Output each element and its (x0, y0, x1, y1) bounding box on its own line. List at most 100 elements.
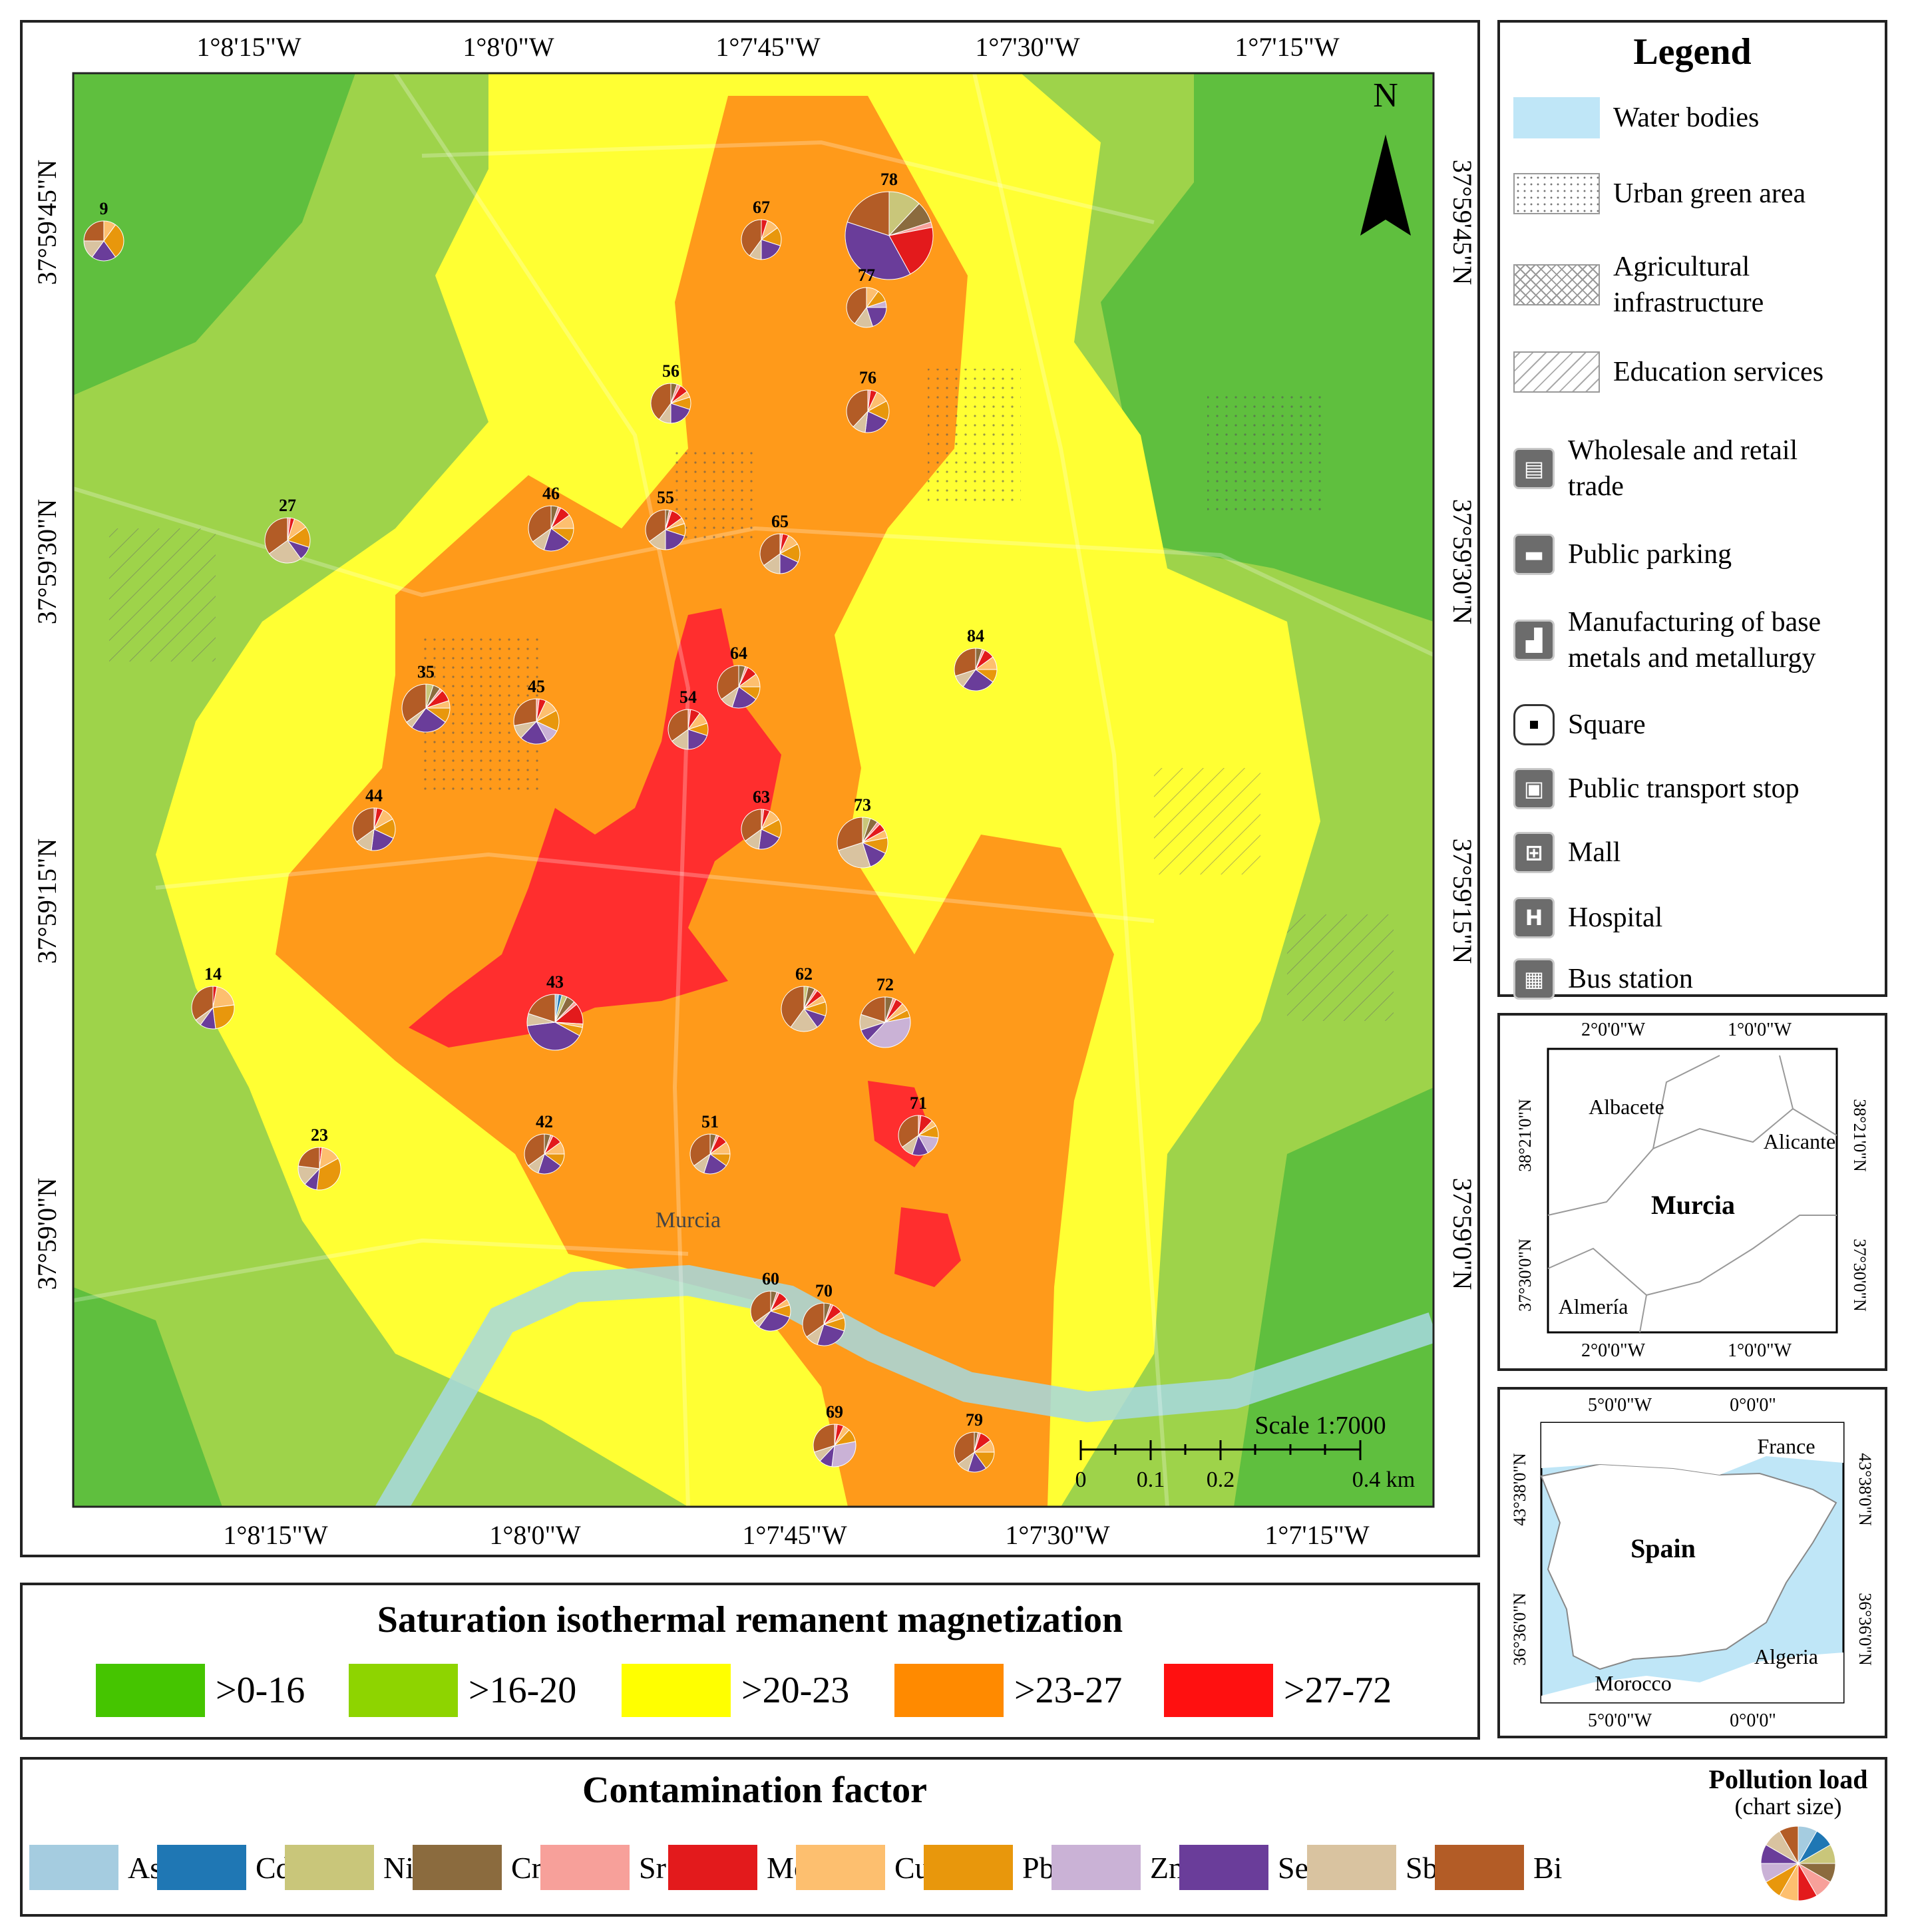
cf-swatch (157, 1845, 246, 1890)
pie-slice-cu (212, 986, 235, 1008)
top-lon-1: 1°8'15"W (196, 32, 301, 62)
cf-swatch (1307, 1845, 1396, 1890)
pie-slice-bi (954, 648, 976, 677)
sample-pie-51[interactable]: 51 (689, 1112, 731, 1175)
sample-pie-46[interactable]: 46 (528, 484, 574, 552)
sample-label-73: 73 (854, 795, 871, 815)
sample-pie-54[interactable]: 54 (667, 687, 709, 750)
svg-text:Scale 1:7000: Scale 1:7000 (1254, 1412, 1386, 1440)
pie-slice-bi (954, 1432, 975, 1465)
sample-pie-43[interactable]: 43 (526, 972, 584, 1051)
pie-slice-bi (667, 709, 689, 742)
pie-slice-pb (103, 224, 124, 258)
sample-pie-14[interactable]: 14 (191, 964, 235, 1030)
sirm-class-2: >16-20 (349, 1664, 576, 1717)
pollution-load-sample-pie (1760, 1826, 1836, 1901)
pie-slice-se (520, 721, 548, 745)
place-label-murcia: Murcia (656, 1208, 721, 1233)
top-lon-2: 1°8'0"W (463, 32, 554, 62)
sample-pie-45[interactable]: 45 (513, 677, 560, 745)
sample-pie-42[interactable]: 42 (524, 1112, 565, 1175)
pollution-load-title: Pollution load (1708, 1764, 1868, 1794)
legend-item-mall: ⊞ Mall (1513, 832, 1620, 873)
main-map[interactable]: 1°8'15"W 1°8'0"W 1°7'45"W 1°7'30"W 1°7'1… (23, 23, 1477, 1555)
sample-pie-9[interactable]: 9 (83, 199, 124, 262)
sample-pie-27[interactable]: 27 (264, 496, 311, 564)
bus-station-icon: ▦ (1513, 958, 1555, 1000)
sample-pie-79[interactable]: 79 (954, 1410, 995, 1473)
left-lat-4: 37°59'0"N (32, 1178, 62, 1290)
sample-pie-56[interactable]: 56 (650, 361, 691, 424)
square-icon (1513, 704, 1555, 745)
sample-pie-73[interactable]: 73 (837, 795, 888, 869)
cf-swatch (29, 1845, 118, 1890)
sample-pie-23[interactable]: 23 (297, 1125, 341, 1191)
pie-slice-sb (790, 1008, 818, 1032)
pie-slice-sb (838, 842, 871, 869)
sample-pie-charts[interactable]: 9 67 78 77 56 76 27 46 55 65 84 35 45 54 64 44 63 73 14 43 6… (83, 170, 998, 1473)
pie-slice-zn (867, 1017, 911, 1048)
label-morocco: Morocco (1595, 1671, 1672, 1695)
cf-element-se: Se (1179, 1845, 1308, 1890)
pie-slice-bi (528, 994, 556, 1023)
sample-pie-69[interactable]: 69 (813, 1402, 857, 1467)
label-albacete: Albacete (1589, 1095, 1664, 1119)
sample-pie-78[interactable]: 78 (845, 170, 934, 280)
scale-bar: Scale 1:7000 0 0.1 0.2 0.4 km (1075, 1412, 1416, 1492)
pollution-load-pie[interactable] (1760, 1826, 1836, 1901)
pie-slice-bi (524, 1133, 545, 1167)
label-murcia: Murcia (1651, 1190, 1735, 1220)
sample-label-43: 43 (546, 972, 564, 992)
pie-slice-bi (645, 509, 666, 542)
sample-pie-65[interactable]: 65 (759, 512, 801, 574)
pie-slice-se (866, 307, 887, 327)
svg-text:0.2: 0.2 (1207, 1467, 1235, 1492)
pie-slice-bi (352, 807, 375, 843)
cf-label: Sr (639, 1850, 666, 1885)
sample-pie-84[interactable]: 84 (954, 626, 998, 691)
pie-slice-se (687, 729, 708, 750)
pollution-load-legend: Pollution load (chart size) (1698, 1764, 1878, 1820)
svg-text:38°21'0"N: 38°21'0"N (1515, 1099, 1535, 1172)
svg-text:38°21'0"N: 38°21'0"N (1850, 1099, 1869, 1172)
pie-slice-se (864, 411, 888, 433)
sample-label-65: 65 (771, 512, 789, 531)
sample-pie-60[interactable]: 60 (750, 1269, 791, 1332)
sample-pie-72[interactable]: 72 (859, 975, 911, 1048)
sample-pie-62[interactable]: 62 (781, 964, 827, 1032)
left-lat-3: 37°59'15"N (32, 839, 62, 964)
main-map-frame: 1°8'15"W 1°8'0"W 1°7'45"W 1°7'30"W 1°7'1… (20, 20, 1480, 1557)
sample-label-67: 67 (753, 198, 770, 217)
right-lat-1: 37°59'45"N (1447, 160, 1477, 285)
sample-label-69: 69 (826, 1402, 843, 1422)
cf-label: Se (1278, 1850, 1308, 1885)
sirm-class-red-small-2 (894, 1207, 961, 1287)
pie-slice-bi (898, 1115, 919, 1148)
sample-pie-70[interactable]: 70 (802, 1281, 846, 1346)
sample-pie-44[interactable]: 44 (352, 786, 396, 851)
sample-pie-67[interactable]: 67 (741, 198, 782, 260)
crosshatch-swatch (1513, 264, 1600, 305)
sample-pie-64[interactable]: 64 (717, 644, 761, 709)
sample-pie-55[interactable]: 55 (645, 488, 686, 550)
pie-slice-se (817, 1324, 845, 1346)
sample-pie-35[interactable]: 35 (401, 662, 451, 733)
label-algeria: Algeria (1754, 1644, 1818, 1668)
sample-label-45: 45 (528, 677, 545, 696)
pie-slice-bi (401, 683, 427, 723)
cf-element-mo: Mo (668, 1845, 809, 1890)
pie-slice-se (731, 686, 757, 709)
sample-pie-76[interactable]: 76 (846, 368, 890, 433)
pie-slice-bi (837, 817, 863, 851)
sample-label-77: 77 (858, 266, 875, 285)
pie-slice-zn (831, 1441, 857, 1467)
label-france: France (1757, 1434, 1815, 1458)
cf-label: Sb (1406, 1850, 1438, 1885)
sirm-class-4: >23-27 (894, 1664, 1122, 1717)
sample-pie-77[interactable]: 77 (846, 266, 887, 328)
sample-pie-71[interactable]: 71 (898, 1093, 939, 1156)
sample-pie-63[interactable]: 63 (741, 787, 782, 850)
legend-item-education: Education services (1513, 351, 1823, 393)
murcia-top-lon-2: 1°0'0"W (1728, 1020, 1792, 1040)
parking-car-icon: ▬ (1513, 534, 1555, 575)
